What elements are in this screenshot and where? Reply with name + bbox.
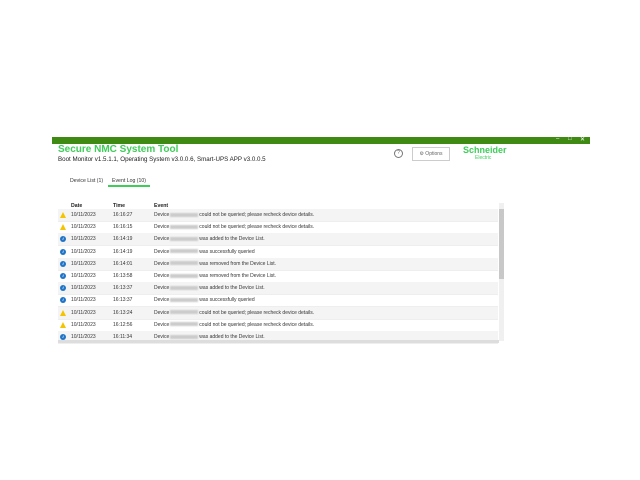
table-row[interactable]: 10/11/2023 16:16:15 Device could not be que… (58, 221, 498, 235)
row-event: Device was added to the Device List. (154, 285, 265, 292)
row-date: 10/11/2023 (71, 309, 96, 316)
active-tab-indicator (108, 185, 150, 187)
help-icon[interactable]: ? (394, 149, 403, 158)
row-event: Device was removed from the Device List. (154, 260, 276, 267)
row-time: 16:16:27 (113, 212, 133, 218)
table-row[interactable]: i 10/11/2023 16:14:01 Device was removed fro… (58, 257, 498, 271)
row-event: Device could not be queried; please reche… (154, 309, 315, 316)
redacted-ip (170, 285, 199, 290)
row-date: 10/11/2023 (71, 212, 96, 218)
info-icon: i (60, 260, 66, 267)
row-time: 16:13:37 (113, 297, 133, 304)
row-date: 10/11/2023 (71, 297, 96, 304)
scroll-thumb[interactable] (499, 209, 504, 279)
app-window: – □ ✕ Secure NMC System Tool Boot Monito… (52, 136, 590, 346)
row-time: 16:16:15 (113, 224, 133, 231)
vertical-scrollbar[interactable] (499, 203, 504, 341)
redacted-ip (170, 237, 199, 242)
row-time: 16:13:58 (113, 273, 133, 279)
redacted-ip (170, 310, 199, 315)
warning-icon (60, 212, 66, 218)
table-row[interactable]: i 10/11/2023 16:13:58 Device was removed fro… (58, 270, 498, 283)
info-icon: i (60, 285, 66, 292)
info-icon: i (60, 273, 66, 279)
schneider-logo: Schneider Electric (463, 145, 507, 162)
row-event: Device was successfully queried (154, 297, 255, 304)
version-info: Boot Monitor v1.5.1.1, Operating System … (58, 156, 266, 163)
horizontal-scrollbar[interactable] (58, 340, 499, 343)
column-event[interactable]: Event (154, 203, 169, 209)
info-icon: i (60, 334, 66, 340)
row-event: Device was added to the Device List. (154, 236, 265, 243)
redacted-ip (170, 322, 199, 327)
row-event: Device could not be queried; please reche… (154, 212, 315, 218)
minimize-button[interactable]: – (556, 136, 560, 142)
app-title: Secure NMC System Tool (58, 144, 179, 155)
table-row[interactable]: 10/11/2023 16:13:24 Device could not be que… (58, 306, 498, 320)
redacted-ip (170, 224, 199, 229)
row-time: 16:14:19 (113, 236, 133, 243)
row-event: Device was successfully queried (154, 248, 255, 255)
row-date: 10/11/2023 (71, 273, 96, 279)
table-row[interactable]: i 10/11/2023 16:13:37 Device was successfull… (58, 294, 498, 308)
warning-icon (60, 224, 66, 231)
redacted-ip (170, 212, 199, 217)
tab-event-log[interactable]: Event Log (10) (112, 178, 147, 184)
warning-icon (60, 309, 66, 316)
redacted-ip (170, 261, 199, 266)
tab-device-list[interactable]: Device List (1) (70, 178, 104, 184)
row-event: Device could not be queried; please reche… (154, 321, 315, 328)
row-date: 10/11/2023 (71, 248, 96, 255)
maximize-button[interactable]: □ (568, 136, 572, 142)
row-event: Device was removed from the Device List. (154, 273, 276, 279)
table-row[interactable]: 10/11/2023 16:12:56 Device could not be que… (58, 319, 498, 332)
row-date: 10/11/2023 (71, 285, 96, 292)
warning-icon (60, 321, 66, 328)
column-time[interactable]: Time (113, 203, 126, 209)
options-button[interactable]: ⚙ Options (412, 147, 450, 161)
row-time: 16:12:56 (113, 321, 133, 328)
row-date: 10/11/2023 (71, 260, 96, 267)
row-time: 16:11:34 (113, 334, 133, 340)
info-icon: i (60, 248, 66, 255)
table-row[interactable]: 10/11/2023 16:16:27 Device could not be que… (58, 209, 498, 222)
row-date: 10/11/2023 (71, 224, 96, 231)
row-date: 10/11/2023 (71, 236, 96, 243)
table-row[interactable]: i 10/11/2023 16:14:19 Device was successfull… (58, 246, 498, 259)
redacted-ip (170, 249, 199, 254)
row-time: 16:14:19 (113, 248, 133, 255)
redacted-ip (170, 334, 199, 339)
row-time: 16:13:37 (113, 285, 133, 292)
table-row[interactable]: i 10/11/2023 16:13:37 Device was added to th… (58, 282, 498, 296)
row-date: 10/11/2023 (71, 334, 96, 340)
title-bar: – □ ✕ (52, 136, 590, 144)
close-button[interactable]: ✕ (580, 137, 586, 143)
row-date: 10/11/2023 (71, 321, 96, 328)
table-row[interactable]: i 10/11/2023 16:14:19 Device was added to th… (58, 233, 498, 247)
info-icon: i (60, 236, 66, 243)
redacted-ip (170, 273, 199, 278)
row-time: 16:13:24 (113, 309, 133, 316)
row-event: Device was added to the Device List. (154, 334, 265, 340)
redacted-ip (170, 298, 199, 303)
column-date[interactable]: Date (71, 203, 83, 209)
info-icon: i (60, 297, 66, 304)
row-time: 16:14:01 (113, 260, 133, 267)
row-event: Device could not be queried; please reche… (154, 224, 315, 231)
